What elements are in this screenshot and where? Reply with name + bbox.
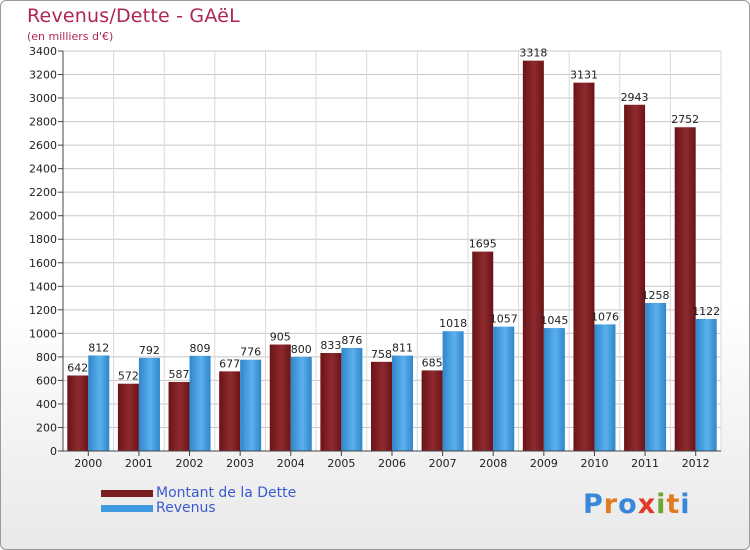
y-tick-label: 1200 — [29, 304, 57, 317]
logo-letter: x — [637, 489, 657, 520]
logo-letter: o — [618, 489, 638, 520]
legend-swatch-dette — [101, 490, 153, 497]
bar-revenus — [543, 328, 565, 451]
data-label-revenus: 800 — [291, 343, 312, 356]
y-tick-label: 2200 — [29, 186, 57, 199]
data-label-dette: 2752 — [671, 113, 699, 126]
y-tick-label: 200 — [36, 421, 57, 434]
bar-revenus — [695, 319, 717, 451]
x-tick-label: 2008 — [479, 457, 507, 470]
bar-dette — [320, 353, 342, 451]
logo-letter: i — [656, 489, 667, 520]
bar-dette — [219, 371, 241, 451]
x-tick-label: 2011 — [631, 457, 659, 470]
proxiti-logo: Proxiti — [583, 489, 691, 520]
y-tick-label: 0 — [50, 445, 57, 458]
logo-letter: P — [583, 489, 604, 520]
data-label-dette: 642 — [67, 361, 88, 374]
data-label-dette: 3131 — [570, 69, 598, 82]
bar-revenus — [189, 355, 211, 451]
data-label-dette: 905 — [270, 331, 291, 344]
y-tick-label: 1800 — [29, 233, 57, 246]
logo-letter: r — [603, 489, 619, 520]
bar-revenus — [645, 303, 667, 451]
logo-letter: i — [680, 489, 691, 520]
x-tick-label: 2010 — [580, 457, 608, 470]
data-label-revenus: 809 — [190, 342, 211, 355]
y-tick-label: 3200 — [29, 69, 57, 82]
bar-revenus — [138, 357, 160, 451]
bar-revenus — [290, 356, 312, 451]
x-tick-label: 2004 — [277, 457, 305, 470]
data-label-revenus: 1122 — [692, 305, 720, 318]
y-tick-label: 3000 — [29, 92, 57, 105]
bar-revenus — [442, 331, 464, 451]
data-label-revenus: 1057 — [490, 313, 518, 326]
x-tick-label: 2009 — [530, 457, 558, 470]
bar-revenus — [493, 326, 515, 451]
data-label-revenus: 811 — [392, 342, 413, 355]
data-label-dette: 833 — [320, 339, 341, 352]
bar-revenus — [88, 355, 110, 451]
y-tick-label: 2000 — [29, 210, 57, 223]
legend-label-revenus: Revenus — [156, 500, 216, 516]
chart-subtitle: (en milliers d'€) — [27, 30, 114, 43]
bar-dette — [522, 60, 544, 451]
y-tick-label: 800 — [36, 351, 57, 364]
bar-dette — [472, 251, 494, 451]
y-tick-label: 400 — [36, 398, 57, 411]
bar-dette — [624, 104, 646, 451]
data-label-dette: 685 — [422, 356, 443, 369]
bar-dette — [674, 127, 696, 451]
x-tick-label: 2005 — [327, 457, 355, 470]
bar-dette — [269, 344, 291, 451]
bar-revenus — [594, 324, 616, 451]
data-label-dette: 572 — [118, 370, 139, 383]
y-tick-label: 3400 — [29, 45, 57, 58]
y-tick-label: 2600 — [29, 139, 57, 152]
logo-letter: t — [666, 489, 681, 520]
x-tick-label: 2002 — [176, 457, 204, 470]
data-label-dette: 1695 — [469, 238, 497, 251]
data-label-dette: 587 — [169, 368, 190, 381]
bar-dette — [67, 375, 89, 451]
data-label-revenus: 776 — [240, 346, 261, 359]
data-label-revenus: 1018 — [439, 317, 467, 330]
legend-label-dette: Montant de la Dette — [156, 485, 297, 501]
data-label-revenus: 876 — [341, 334, 362, 347]
y-tick-label: 1600 — [29, 257, 57, 270]
data-label-revenus: 812 — [88, 341, 109, 354]
data-label-revenus: 1076 — [591, 310, 619, 323]
x-tick-label: 2006 — [378, 457, 406, 470]
legend-swatch-revenus — [101, 505, 153, 512]
y-tick-label: 600 — [36, 374, 57, 387]
data-label-dette: 758 — [371, 348, 392, 361]
x-tick-label: 2000 — [74, 457, 102, 470]
data-label-revenus: 792 — [139, 344, 160, 357]
bar-dette — [371, 361, 392, 451]
y-tick-label: 2400 — [29, 163, 57, 176]
data-label-dette: 677 — [219, 357, 240, 370]
data-label-revenus: 1045 — [540, 314, 568, 327]
y-tick-label: 1400 — [29, 280, 57, 293]
data-label-revenus: 1258 — [642, 289, 670, 302]
bar-dette — [117, 383, 139, 451]
bar-revenus — [341, 347, 363, 451]
y-tick-label: 1000 — [29, 327, 57, 340]
bar-dette — [168, 381, 190, 451]
bar-revenus — [240, 359, 262, 451]
x-tick-label: 2003 — [226, 457, 254, 470]
bar-revenus — [392, 355, 413, 451]
x-tick-label: 2001 — [125, 457, 153, 470]
bar-dette — [573, 82, 595, 451]
chart-title: Revenus/Dette - GAëL — [27, 5, 240, 27]
x-tick-label: 2012 — [682, 457, 710, 470]
x-tick-label: 2007 — [429, 457, 457, 470]
bar-dette — [421, 370, 443, 451]
data-label-dette: 2943 — [621, 91, 649, 104]
y-tick-label: 2800 — [29, 116, 57, 129]
data-label-dette: 3318 — [519, 47, 547, 60]
